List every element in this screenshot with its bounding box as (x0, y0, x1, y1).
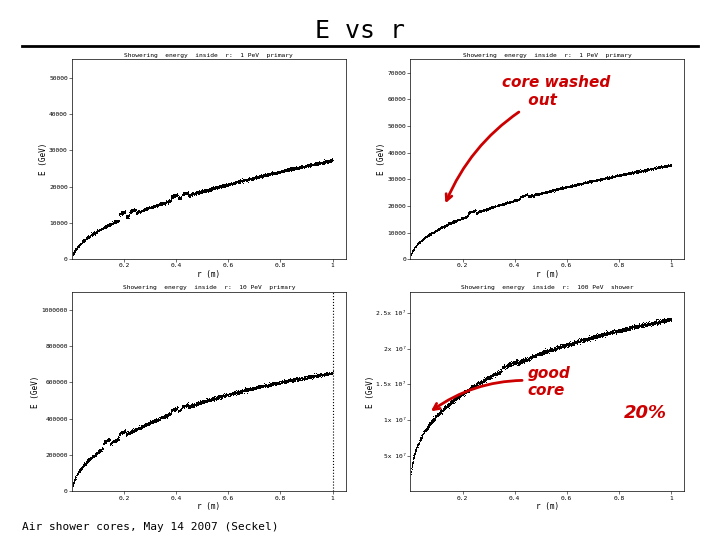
X-axis label: r (m): r (m) (197, 502, 220, 511)
Text: core washed
     out: core washed out (446, 75, 610, 200)
Text: Air shower cores, May 14 2007 (Seckel): Air shower cores, May 14 2007 (Seckel) (22, 522, 278, 532)
Y-axis label: E (GeV): E (GeV) (31, 375, 40, 408)
Y-axis label: E (GeV): E (GeV) (39, 143, 48, 176)
Title: Showering  energy  inside  r:  100 PeV  shower: Showering energy inside r: 100 PeV showe… (461, 285, 634, 290)
X-axis label: r (m): r (m) (536, 502, 559, 511)
Text: 20%: 20% (624, 404, 667, 422)
Title: Showering  energy  inside  r:  10 PeV  primary: Showering energy inside r: 10 PeV primar… (122, 285, 295, 290)
Text: E vs r: E vs r (315, 19, 405, 43)
X-axis label: r (m): r (m) (197, 270, 220, 279)
X-axis label: r (m): r (m) (536, 270, 559, 279)
Y-axis label: E (GeV): E (GeV) (377, 143, 386, 176)
Title: Showering  energy  inside  r:  1 PeV  primary: Showering energy inside r: 1 PeV primary (125, 52, 293, 58)
Title: Showering  energy  inside  r:  1 PeV  primary: Showering energy inside r: 1 PeV primary (463, 52, 631, 58)
Text: good
core: good core (433, 366, 570, 409)
Y-axis label: E (GeV): E (GeV) (366, 375, 375, 408)
